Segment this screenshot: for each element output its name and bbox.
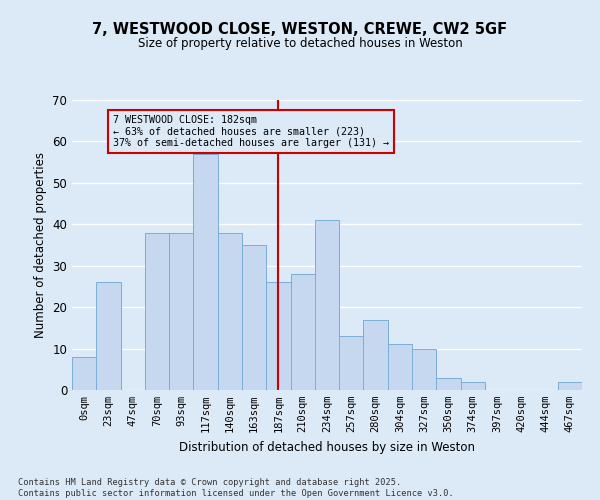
Bar	[558, 382, 582, 390]
Bar	[461, 382, 485, 390]
Text: 7 WESTWOOD CLOSE: 182sqm
← 63% of detached houses are smaller (223)
37% of semi-: 7 WESTWOOD CLOSE: 182sqm ← 63% of detach…	[113, 114, 389, 148]
Bar	[218, 232, 242, 390]
Text: Contains HM Land Registry data © Crown copyright and database right 2025.
Contai: Contains HM Land Registry data © Crown c…	[18, 478, 454, 498]
Bar	[436, 378, 461, 390]
Bar	[290, 274, 315, 390]
Bar	[315, 220, 339, 390]
Bar	[193, 154, 218, 390]
X-axis label: Distribution of detached houses by size in Weston: Distribution of detached houses by size …	[179, 440, 475, 454]
Bar	[412, 348, 436, 390]
Text: 7, WESTWOOD CLOSE, WESTON, CREWE, CW2 5GF: 7, WESTWOOD CLOSE, WESTON, CREWE, CW2 5G…	[92, 22, 508, 38]
Bar	[242, 245, 266, 390]
Bar	[339, 336, 364, 390]
Text: Size of property relative to detached houses in Weston: Size of property relative to detached ho…	[137, 38, 463, 51]
Bar	[72, 357, 96, 390]
Bar	[266, 282, 290, 390]
Bar	[364, 320, 388, 390]
Bar	[388, 344, 412, 390]
Bar	[145, 232, 169, 390]
Y-axis label: Number of detached properties: Number of detached properties	[34, 152, 47, 338]
Bar	[96, 282, 121, 390]
Bar	[169, 232, 193, 390]
